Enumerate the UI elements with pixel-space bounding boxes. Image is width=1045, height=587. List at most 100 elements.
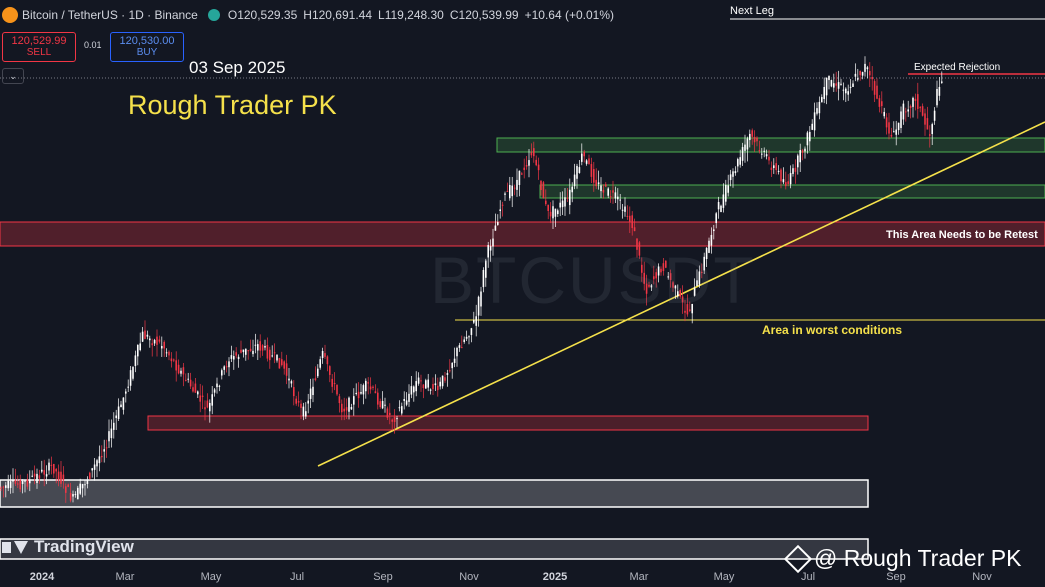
candle-body xyxy=(636,238,638,250)
time-axis-tick: Sep xyxy=(373,571,393,583)
candle-body xyxy=(571,186,573,193)
candle-body xyxy=(825,77,828,96)
candle-body xyxy=(228,361,230,368)
candle-body xyxy=(854,73,857,77)
candle-body xyxy=(74,494,77,496)
buy-button[interactable]: 120,530.00 BUY xyxy=(110,32,184,62)
candle-body xyxy=(530,152,533,156)
candle-body xyxy=(96,460,98,467)
symbol-legend: Bitcoin / TetherUS · 1D · Binance O120,5… xyxy=(0,4,620,26)
candle-body xyxy=(357,391,360,399)
candle-body xyxy=(626,215,629,217)
candle-body xyxy=(444,377,446,381)
time-axis-tick: Jul xyxy=(289,571,305,583)
candle-body xyxy=(497,222,499,225)
candle-body xyxy=(633,227,636,232)
buy-price: 120,530.00 xyxy=(119,35,175,47)
candle-body xyxy=(816,108,818,114)
candle-body xyxy=(595,179,597,187)
candle-body xyxy=(902,103,905,120)
candle-body xyxy=(108,431,110,442)
candle-body xyxy=(828,75,830,81)
candle-body xyxy=(355,392,357,394)
candle-body xyxy=(132,367,134,379)
candle-body xyxy=(283,361,285,369)
candle-body xyxy=(401,406,403,414)
ohlc-open: O120,529.35 xyxy=(227,8,298,22)
candle-body xyxy=(737,159,739,167)
ohlc-high: H120,691.44 xyxy=(303,8,372,22)
candle-body xyxy=(621,209,624,211)
candle-body xyxy=(314,378,317,381)
candle-body xyxy=(864,63,866,72)
candle-body xyxy=(81,483,84,489)
candle-body xyxy=(245,348,247,355)
candle-body xyxy=(602,189,605,193)
symbol-title[interactable]: Bitcoin / TetherUS · 1D · Binance xyxy=(22,8,198,22)
brand-annotation: Rough Trader PK xyxy=(128,90,337,120)
time-axis[interactable]: 2024 Mar May Jul Sep Nov 2025 Mar May Jul Sep Nov xyxy=(0,568,1045,587)
candle-body xyxy=(41,469,43,472)
buy-label: BUY xyxy=(136,47,158,58)
candle-body xyxy=(185,379,187,381)
candle-body xyxy=(665,260,667,268)
candle-body xyxy=(309,388,312,399)
candle-body xyxy=(890,134,893,137)
candle-body xyxy=(761,153,763,155)
candle-body xyxy=(261,345,264,351)
candle-body xyxy=(746,138,749,150)
candle-body xyxy=(569,189,571,206)
candle-body xyxy=(113,422,115,430)
candle-body xyxy=(732,171,734,177)
candle-body xyxy=(235,352,237,356)
tradingview-text: TradingView xyxy=(34,537,134,556)
candle-body xyxy=(753,136,756,143)
candle-body xyxy=(487,245,489,258)
candle-body xyxy=(417,377,420,384)
candle-body xyxy=(566,197,569,199)
candle-body xyxy=(749,133,751,141)
candle-body xyxy=(785,182,787,187)
candle-body xyxy=(192,387,194,392)
candle-body xyxy=(924,113,926,125)
candle-body xyxy=(708,240,710,253)
candle-body xyxy=(547,204,549,212)
candle-body xyxy=(0,487,2,489)
candle-body xyxy=(410,386,413,395)
candle-body xyxy=(545,200,547,205)
candle-body xyxy=(19,480,21,490)
candle-body xyxy=(273,352,276,354)
candle-body xyxy=(897,122,900,131)
candle-body xyxy=(765,154,768,157)
candle-body xyxy=(590,164,593,177)
candle-body xyxy=(163,341,165,349)
candle-body xyxy=(295,398,297,404)
resistance-zone-upper xyxy=(496,137,1045,153)
sell-button[interactable]: 120,529.99 SELL xyxy=(2,32,76,62)
candle-body xyxy=(33,473,36,477)
candle-body xyxy=(413,386,415,393)
tradingview-logo[interactable]: TradingView xyxy=(2,537,134,557)
candle-body xyxy=(494,225,497,231)
candle-body xyxy=(345,407,348,411)
candle-body xyxy=(813,112,816,131)
candle-body xyxy=(393,416,396,422)
candle-body xyxy=(7,480,9,489)
chevron-down-icon[interactable]: ⌄ xyxy=(2,68,24,84)
candle-body xyxy=(26,479,29,487)
candle-body xyxy=(326,356,329,365)
candle-body xyxy=(432,383,434,390)
candle-body xyxy=(55,469,57,472)
candle-body xyxy=(631,215,633,228)
candle-body xyxy=(338,396,341,404)
candle-body xyxy=(689,309,691,311)
candle-body xyxy=(57,471,60,481)
candle-body xyxy=(389,412,391,416)
candle-body xyxy=(830,80,833,87)
candle-body xyxy=(134,355,137,367)
candle-body xyxy=(756,137,758,142)
candle-body xyxy=(717,202,720,210)
candle-body xyxy=(408,393,410,402)
time-axis-tick: Nov xyxy=(459,571,479,583)
